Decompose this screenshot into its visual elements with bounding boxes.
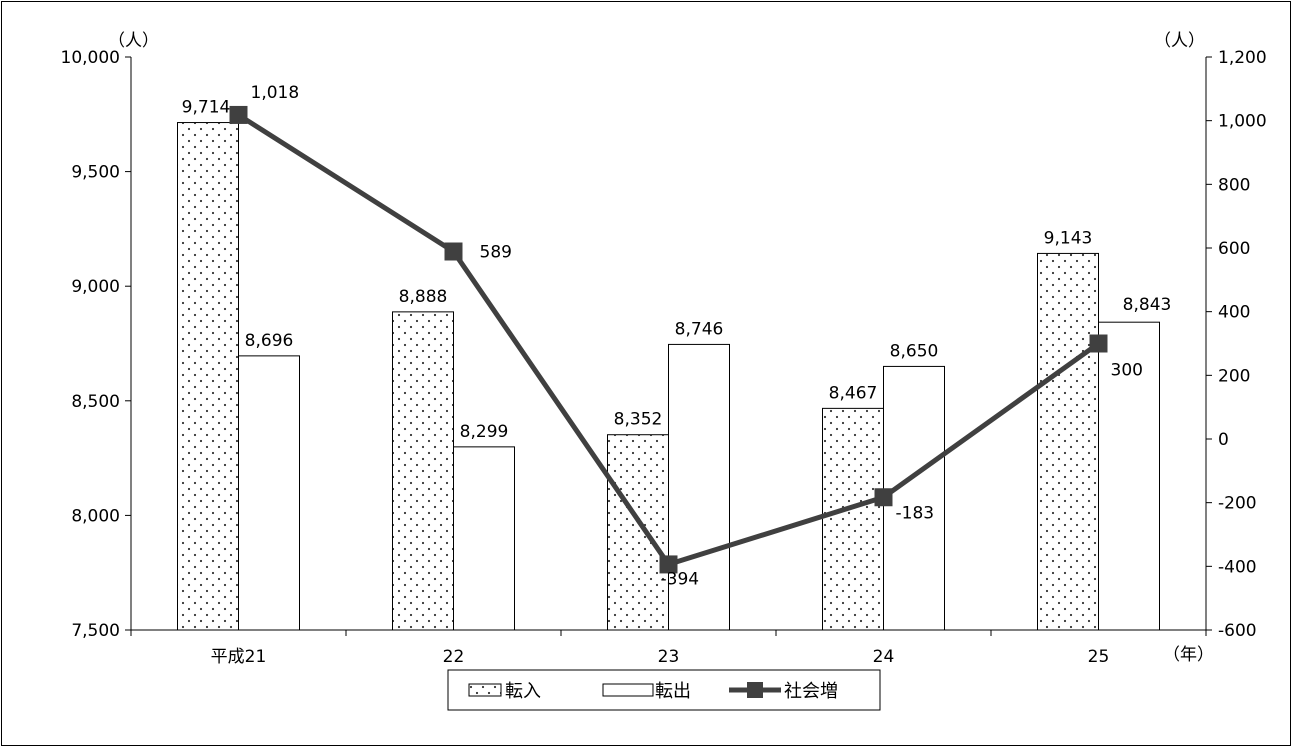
line-data-label: 589 xyxy=(480,243,512,263)
line-data-label: -183 xyxy=(896,503,935,523)
y-left-tick-label: 8,000 xyxy=(71,506,120,526)
bar-data-label: 8,650 xyxy=(890,341,939,361)
y-left-tick-label: 8,500 xyxy=(71,392,120,412)
y-right-unit-label: （人） xyxy=(1154,31,1205,51)
plot-area: 7,500 8,000 8,500 9,000 9,500 10,000 -600 -400 -… xyxy=(61,31,1267,667)
bar-data-label: 8,746 xyxy=(675,319,724,339)
bar-tenshutsu-1 xyxy=(453,446,515,631)
x-tick-label: 25 xyxy=(1088,647,1110,667)
line-marker xyxy=(444,242,463,261)
bar-tennyu-4 xyxy=(1037,252,1099,631)
line-data-label: 300 xyxy=(1111,361,1143,381)
line-marker xyxy=(1089,334,1108,353)
legend-swatch-shakaizo-marker xyxy=(747,682,763,698)
y-right-tick-label: 0 xyxy=(1218,430,1229,450)
bar-data-label: 8,888 xyxy=(399,287,448,307)
bar-data-label: 8,843 xyxy=(1123,295,1172,315)
x-unit-label: （年） xyxy=(1163,645,1214,665)
y-left-unit-label: （人） xyxy=(108,31,159,51)
legend: 転入 転出 社会増 xyxy=(447,669,881,711)
bar-tennyu-0 xyxy=(177,122,239,631)
y-left-tick-label: 9,500 xyxy=(71,163,120,183)
y-left-tick-label: 10,000 xyxy=(61,48,120,68)
line-marker xyxy=(659,555,678,574)
legend-label-shakaizo: 社会増 xyxy=(784,681,838,702)
legend-box xyxy=(447,669,881,711)
legend-label-tennyu: 転入 xyxy=(505,681,541,702)
bar-data-label: 9,143 xyxy=(1044,228,1093,248)
bar-tennyu-2 xyxy=(607,434,669,631)
y-left-tick-label: 7,500 xyxy=(71,621,120,641)
y-right-tick-label: 1,200 xyxy=(1218,48,1267,68)
line-marker xyxy=(229,105,248,124)
x-tick-label: 24 xyxy=(873,647,895,667)
y-right-tick-label: 800 xyxy=(1218,175,1250,195)
y-right-tick-label: 600 xyxy=(1218,239,1250,259)
line-data-label: -394 xyxy=(661,569,700,589)
bar-tennyu-3 xyxy=(822,407,884,631)
bar-tenshutsu-4 xyxy=(1098,321,1160,631)
bar-data-label: 9,714 xyxy=(182,98,231,118)
y-left-tick-label: 9,000 xyxy=(71,277,120,297)
bar-data-label: 8,299 xyxy=(460,422,509,442)
legend-label-tenshutsu: 転出 xyxy=(655,681,691,702)
bar-data-label: 8,696 xyxy=(245,331,294,351)
legend-swatch-tennyu xyxy=(468,683,502,697)
legend-swatch-tenshutsu xyxy=(602,683,654,697)
y-right-tick-label: -400 xyxy=(1218,557,1257,577)
bar-tennyu-1 xyxy=(392,311,454,631)
line-data-label: 1,018 xyxy=(251,83,300,103)
y-right-tick-label: -600 xyxy=(1218,621,1257,641)
bar-data-label: 8,352 xyxy=(614,410,663,430)
x-tick-label: 平成21 xyxy=(211,647,267,667)
y-right-tick-label: 1,000 xyxy=(1218,112,1267,132)
bar-tenshutsu-0 xyxy=(238,355,300,631)
y-right-tick-label: -200 xyxy=(1218,494,1257,514)
y-right-tick-label: 200 xyxy=(1218,366,1250,386)
y-right-tick-label: 400 xyxy=(1218,303,1250,323)
x-tick-label: 22 xyxy=(443,647,465,667)
bar-data-label: 8,467 xyxy=(829,383,878,403)
line-marker xyxy=(874,488,893,507)
x-tick-label: 23 xyxy=(658,647,680,667)
bar-tenshutsu-3 xyxy=(883,365,945,631)
